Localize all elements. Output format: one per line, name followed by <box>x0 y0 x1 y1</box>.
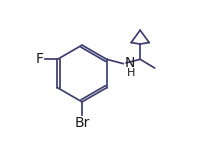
Text: Br: Br <box>74 116 90 130</box>
Text: F: F <box>36 52 44 66</box>
Text: N: N <box>124 56 135 70</box>
Text: H: H <box>127 68 135 78</box>
